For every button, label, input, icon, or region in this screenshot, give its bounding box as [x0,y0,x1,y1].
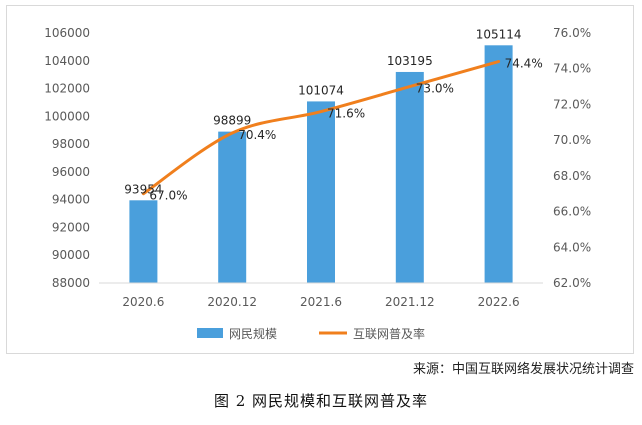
x-tick-label: 2022.6 [478,295,520,309]
y-left-tick-label: 90000 [52,248,90,262]
y-left-tick-label: 94000 [52,193,90,207]
y-left-tick-label: 104000 [44,54,90,68]
figure-caption: 图 2 网民规模和互联网普及率 [213,392,429,410]
bar-data-label: 101074 [298,83,344,97]
x-tick-label: 2020.6 [122,295,164,309]
y-right-tick-label: 64.0% [553,240,591,254]
y-left-tick-label: 96000 [52,165,90,179]
bar [395,71,424,283]
line-series-path [141,60,501,196]
line-data-label: 71.6% [327,107,365,121]
line-data-label: 67.0% [149,189,187,203]
y-right-tick-label: 76.0% [553,26,591,40]
x-tick-label: 2021.6 [300,295,342,309]
y-left-tick-label: 100000 [44,109,90,123]
bar-data-label: 98899 [213,114,251,128]
y-right-tick-label: 68.0% [553,169,591,183]
line-data-label: 74.4% [505,57,543,71]
chart-frame: 88000 90000 92000 94000 96000 98000 100000 1020… [6,5,634,354]
source-note: 来源：中国互联网络发展状况统计调查 [412,362,634,377]
bar [307,101,335,284]
y-right-tick-label: 62.0% [553,276,591,290]
legend-swatch-bar [197,328,223,338]
x-tick-label: 2021.12 [385,295,435,309]
chart-svg: 88000 90000 92000 94000 96000 98000 100000 1020… [44,26,591,341]
legend-label-bar: 网民规模 [229,326,277,341]
y-right-tick-label: 74.0% [553,62,591,76]
x-tick-label: 2020.12 [207,295,257,309]
bar [218,131,247,283]
line-data-label: 73.0% [416,82,454,96]
y-left-tick-label: 98000 [52,137,90,151]
y-right-tick-label: 70.0% [553,133,591,147]
bar-data-label: 93954 [124,182,162,196]
bar [484,45,513,283]
y-left-tick-label: 88000 [52,276,90,290]
y-right-tick-label: 72.0% [553,97,591,111]
y-left-tick-label: 106000 [44,26,90,40]
legend: 网民规模 互联网普及率 [197,326,425,341]
legend-label-line: 互联网普及率 [353,326,425,341]
bar-data-label: 103195 [387,54,433,68]
bar-data-label: 105114 [476,27,522,41]
line-data-label: 70.4% [238,128,276,142]
y-left-tick-label: 92000 [52,220,90,234]
bar [129,200,158,283]
y-right-tick-label: 66.0% [553,205,591,219]
y-left-tick-label: 102000 [44,82,90,96]
